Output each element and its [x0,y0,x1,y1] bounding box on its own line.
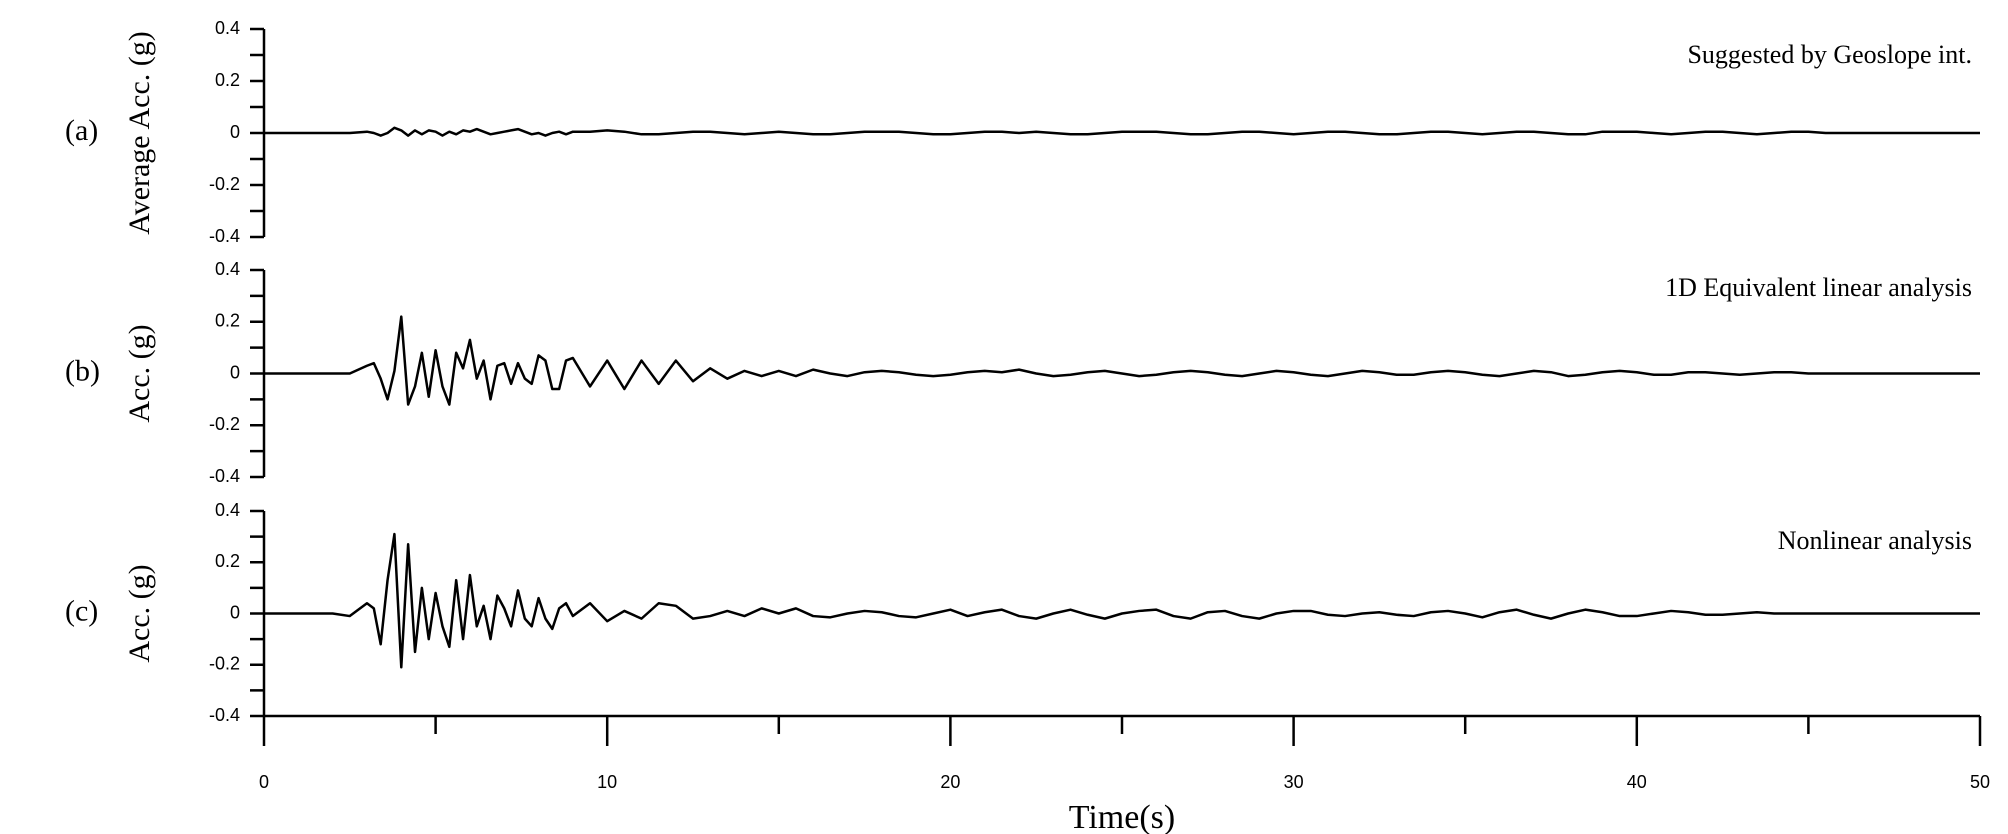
y-tick-label: 0 [230,122,240,142]
y-tick-label: 0.2 [215,551,240,571]
x-tick-label: 20 [940,772,960,792]
x-tick-label: 0 [259,772,269,792]
x-tick-label: 50 [1970,772,1990,792]
panel-label: (b) [65,354,100,387]
y-axis-label: Acc. (g) [123,564,156,662]
y-tick-label: -0.4 [209,705,240,725]
y-axis-label: Average Acc. (g) [123,31,156,235]
y-tick-label: 0.4 [215,259,240,279]
data-line [264,126,1980,137]
annotation: Suggested by Geoslope int. [1687,40,1972,69]
y-tick-label: -0.2 [209,174,240,194]
data-line [264,315,1980,406]
x-tick-label: 10 [597,772,617,792]
x-axis-label: Time(s) [1069,799,1175,834]
panel-label: (c) [65,594,98,627]
y-tick-label: 0 [230,362,240,382]
y-tick-label: 0 [230,602,240,622]
y-tick-label: -0.2 [209,654,240,674]
y-tick-label: -0.2 [209,414,240,434]
y-tick-label: 0.4 [215,18,240,38]
y-tick-label: -0.4 [209,466,240,486]
y-tick-label: 0.2 [215,70,240,90]
y-tick-label: 0.4 [215,500,240,520]
data-line [264,532,1980,669]
y-tick-label: 0.2 [215,311,240,331]
x-tick-label: 40 [1627,772,1647,792]
x-tick-label: 30 [1284,772,1304,792]
annotation: 1D Equivalent linear analysis [1665,273,1972,302]
panel-label: (a) [65,114,98,147]
y-axis-label: Acc. (g) [123,324,156,422]
y-tick-label: -0.4 [209,226,240,246]
annotation: Nonlinear analysis [1778,526,1972,555]
